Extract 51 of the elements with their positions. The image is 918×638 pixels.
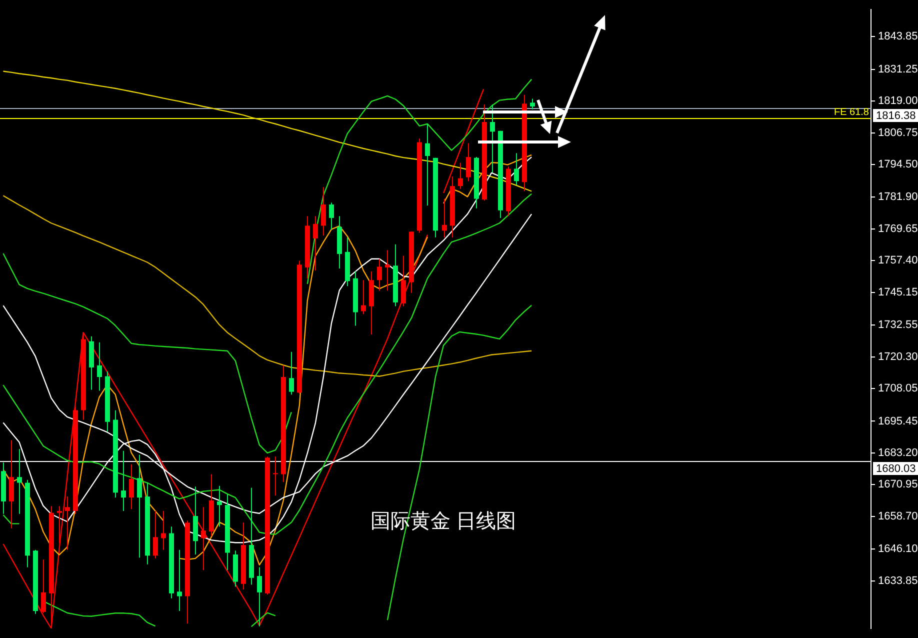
candlestick xyxy=(153,510,158,559)
candlestick xyxy=(442,198,447,238)
y-tick-label: 1732.55 xyxy=(878,319,918,332)
y-tick-label: 1683.20 xyxy=(878,447,918,459)
candlestick xyxy=(41,558,46,614)
candlestick xyxy=(425,123,430,206)
y-tick-label: 1769.65 xyxy=(878,222,918,235)
candlestick xyxy=(217,485,222,528)
candlestick xyxy=(57,506,62,544)
candlestick xyxy=(401,255,406,307)
candlestick xyxy=(201,506,206,571)
candlestick xyxy=(530,98,535,110)
candlestick xyxy=(273,456,278,496)
candlestick xyxy=(321,186,326,236)
y-tick-label: 1806.75 xyxy=(878,126,918,139)
ref-line-label: 1680.03 xyxy=(876,463,916,476)
candlestick xyxy=(361,280,366,315)
y-tick-label: 1819.00 xyxy=(878,95,918,108)
candlestick xyxy=(289,351,294,396)
y-tick-label: 1646.10 xyxy=(878,543,918,556)
candlestick xyxy=(17,448,22,514)
y-tick-label: 1633.85 xyxy=(878,574,918,587)
y-tick-label: 1670.95 xyxy=(878,478,918,491)
candlestick xyxy=(329,202,334,230)
candlestick xyxy=(177,549,182,612)
y-tick-label: 1708.05 xyxy=(878,382,918,395)
ref-line-label: 1816.38 xyxy=(876,110,916,122)
candlestick xyxy=(490,104,495,174)
y-tick-label: 1658.70 xyxy=(878,510,918,522)
candlestick xyxy=(129,464,134,510)
candlestick xyxy=(313,216,318,272)
candlestick xyxy=(97,342,102,392)
y-tick-label: 1843.85 xyxy=(878,30,918,43)
annotation: FE 61.8 xyxy=(834,106,870,118)
candlestick xyxy=(65,496,70,550)
y-tick-label: 1745.15 xyxy=(878,286,918,298)
y-tick-label: 1831.25 xyxy=(878,63,918,76)
y-tick-label: 1794.50 xyxy=(878,158,918,171)
candlestick xyxy=(514,152,519,186)
y-tick-label: 1757.40 xyxy=(878,254,918,267)
y-tick-label: 1781.90 xyxy=(878,191,918,204)
candlestick xyxy=(161,510,166,550)
candlestick xyxy=(385,250,390,292)
candlestick xyxy=(458,162,463,190)
candlestick xyxy=(377,258,382,292)
y-tick-label: 1695.45 xyxy=(878,415,918,428)
candlestick xyxy=(257,566,262,627)
candlestick xyxy=(137,454,142,558)
candlestick xyxy=(466,142,471,182)
candlestick xyxy=(121,450,126,512)
y-tick-label: 1720.30 xyxy=(878,350,918,363)
